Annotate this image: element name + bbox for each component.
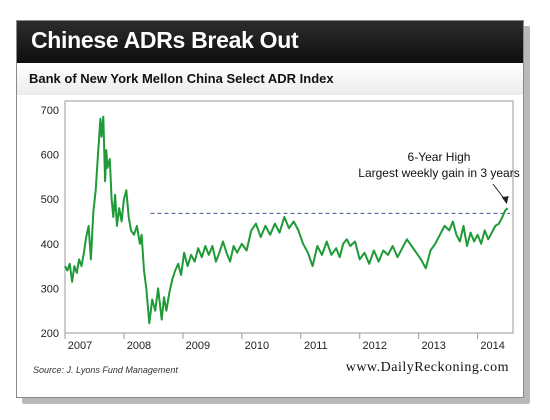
y-tick-label: 300 — [41, 283, 59, 295]
annotation-line-1: 6-Year High — [408, 150, 471, 164]
x-axis: 2007 2008 2009 2010 2011 2012 2013 2014 — [64, 333, 505, 352]
plot-area — [64, 100, 514, 334]
x-tick-label: 2008 — [127, 340, 151, 352]
annotation-arrow — [492, 183, 509, 205]
site-credit: www.DailyReckoning.com — [345, 360, 509, 375]
x-tick-label: 2007 — [68, 340, 92, 352]
x-tick-label: 2009 — [186, 340, 210, 352]
chart-title: Chinese ADRs Break Out — [31, 27, 299, 53]
annotation-arrow-head — [501, 196, 509, 205]
y-tick-label: 600 — [41, 150, 59, 162]
x-tick-label: 2014 — [480, 340, 504, 352]
y-tick-label: 200 — [41, 328, 59, 340]
x-tick-label: 2012 — [362, 340, 386, 352]
y-tick-label: 400 — [41, 239, 59, 251]
subtitle-band: Bank of New York Mellon China Select ADR… — [17, 63, 523, 95]
chart-card: Chinese ADRs Break Out Bank of New York … — [16, 20, 524, 398]
y-tick-label: 500 — [41, 194, 59, 206]
title-banner: Chinese ADRs Break Out — [17, 21, 523, 63]
x-tick-label: 2013 — [421, 340, 445, 352]
y-axis: 200 300 400 500 600 700 — [41, 105, 59, 340]
x-tick-label: 2010 — [245, 340, 269, 352]
x-tick-label: 2011 — [304, 340, 328, 352]
chart-subtitle: Bank of New York Mellon China Select ADR… — [29, 71, 334, 86]
source-note: Source: J. Lyons Fund Management — [33, 365, 178, 375]
annotation-line-2: Largest weekly gain in 3 years — [358, 166, 519, 180]
index-series-line — [64, 115, 509, 325]
y-tick-label: 700 — [41, 105, 59, 117]
